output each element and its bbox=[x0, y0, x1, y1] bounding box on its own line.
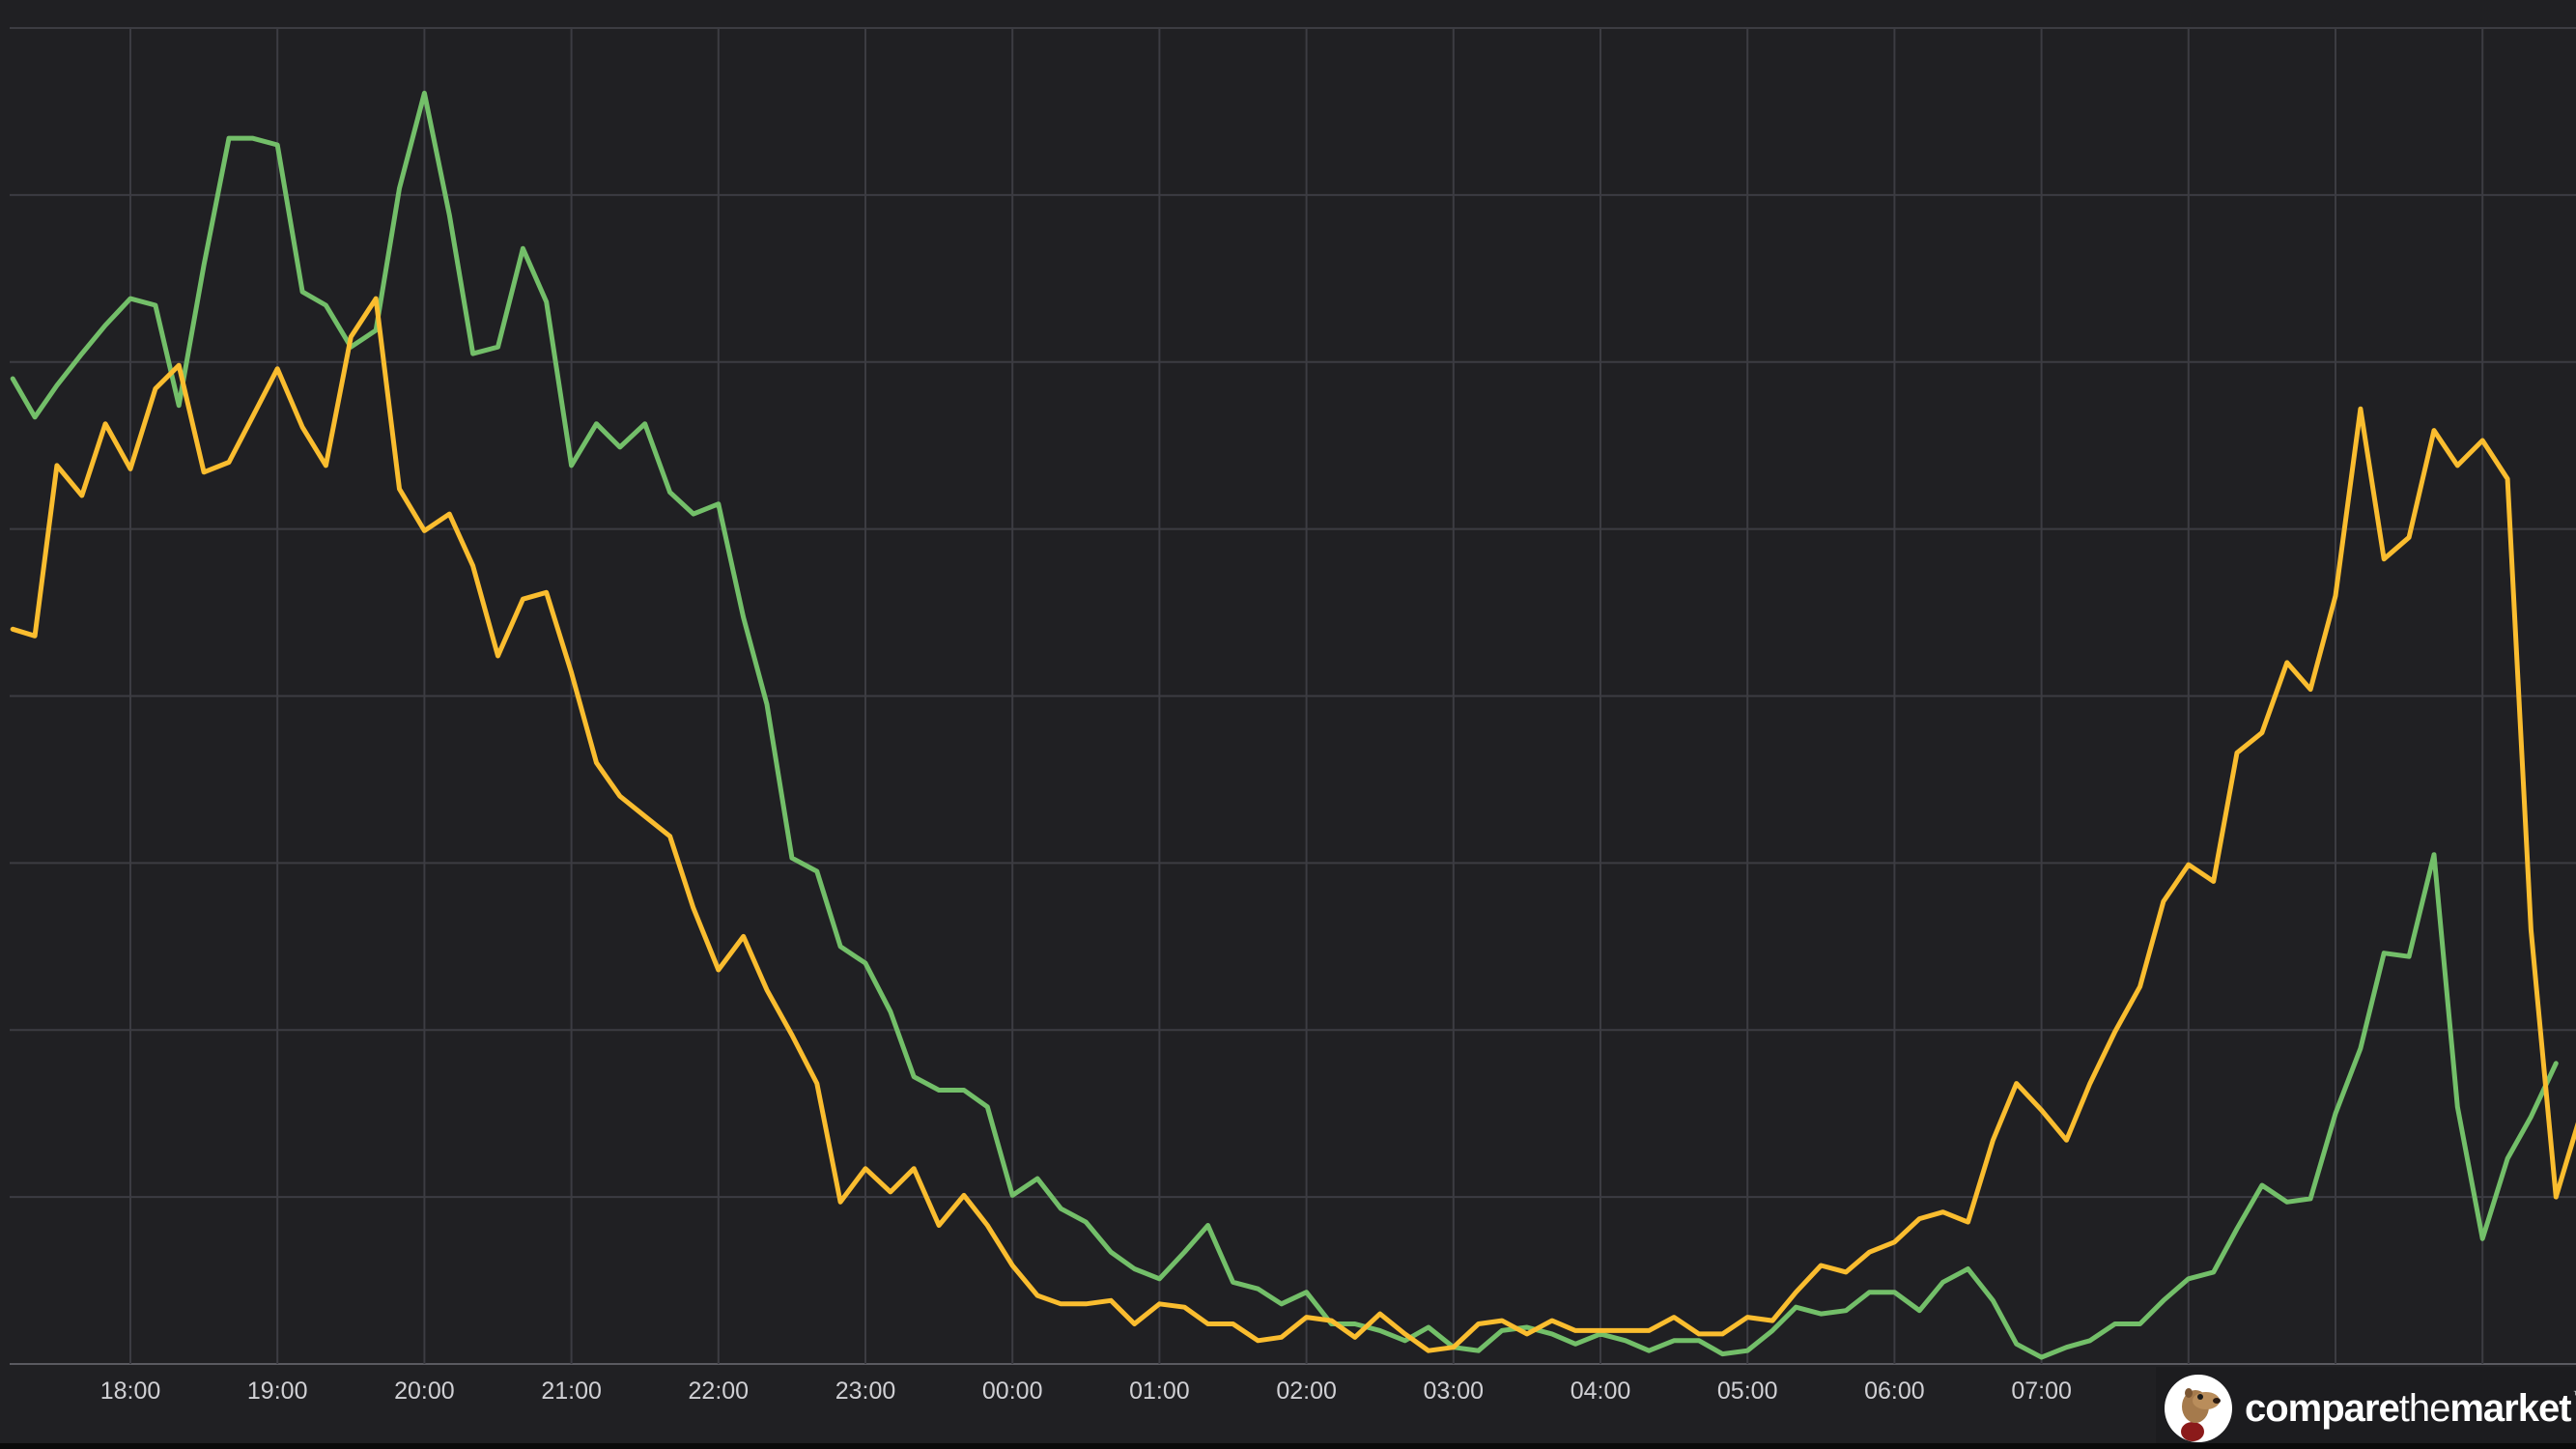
watermark-the: the bbox=[2398, 1386, 2451, 1430]
series-line-2 bbox=[10, 296, 2576, 1353]
x-tick-label: 20:00 bbox=[394, 1378, 455, 1405]
x-tick-label: 01:00 bbox=[1129, 1378, 1190, 1405]
x-tick-label: 23:00 bbox=[835, 1378, 896, 1405]
x-tick-label: 02:00 bbox=[1276, 1378, 1337, 1405]
x-tick-label: 03:00 bbox=[1424, 1378, 1485, 1405]
x-tick-label: 06:00 bbox=[1864, 1378, 1925, 1405]
vertical-gridlines bbox=[129, 28, 2484, 1364]
watermark-trademark: ™ bbox=[2573, 1388, 2576, 1402]
comparethemarket-watermark: comparethemarket™ bbox=[2156, 1367, 2576, 1449]
watermark-text: comparethemarket™ bbox=[2245, 1389, 2576, 1428]
x-tick-label: 21:00 bbox=[541, 1378, 602, 1405]
x-tick-label: 18:00 bbox=[100, 1378, 161, 1405]
horizontal-gridlines bbox=[10, 27, 2576, 1365]
x-tick-label: 07:00 bbox=[2011, 1378, 2072, 1405]
watermark-market: market bbox=[2449, 1386, 2571, 1430]
x-tick-label: 19:00 bbox=[247, 1378, 308, 1405]
series-layer bbox=[10, 90, 2576, 1360]
x-tick-label: 05:00 bbox=[1717, 1378, 1778, 1405]
x-tick-label: 22:00 bbox=[689, 1378, 750, 1405]
series-line-1 bbox=[10, 90, 2559, 1360]
x-tick-label: 04:00 bbox=[1571, 1378, 1631, 1405]
x-tick-label: 00:00 bbox=[982, 1378, 1043, 1405]
bottom-border bbox=[0, 1443, 2576, 1449]
meerkat-logo-icon bbox=[2165, 1374, 2232, 1442]
x-axis-tick-labels: 18:00 19:00 20:00 21:00 22:00 23:00 00:00 01:00… bbox=[100, 1378, 2072, 1405]
watermark-compare: compare bbox=[2245, 1386, 2400, 1430]
